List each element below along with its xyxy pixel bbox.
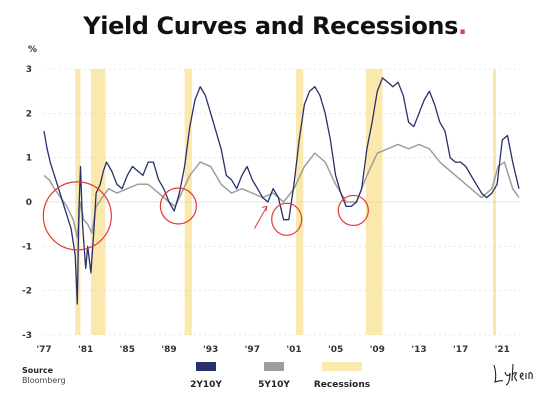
y-tick-label: 3 [26, 65, 32, 75]
source-label: Source [22, 366, 54, 375]
legend-swatch-5Y10Y [264, 362, 284, 371]
x-tick-label: '81 [78, 345, 93, 355]
y-tick-label: 0 [26, 198, 32, 208]
y-tick-label: 1 [26, 154, 32, 164]
x-tick-label: '05 [328, 345, 343, 355]
x-tick-label: '17 [453, 345, 468, 355]
x-tick-label: '77 [36, 345, 51, 355]
annotation-arrow [253, 206, 268, 229]
x-tick-label: '13 [411, 345, 426, 355]
y-tick-label: -3 [22, 331, 32, 341]
chart-title-wrap: Yield Curves and Recessions. [0, 12, 550, 40]
annotation-circle [42, 181, 112, 251]
x-tick-label: '85 [120, 345, 135, 355]
x-tick-label: '97 [245, 345, 260, 355]
lykeion-logo [493, 363, 533, 386]
annotation-circle [159, 187, 197, 225]
legend-label-2Y10Y: 2Y10Y [190, 380, 222, 390]
annotation-circle [337, 194, 369, 227]
chart-title: Yield Curves and Recessions [83, 12, 458, 40]
x-tick-label: '01 [286, 345, 301, 355]
annotation-arrowhead [261, 205, 268, 212]
x-tick-label: '09 [370, 345, 385, 355]
series-line-2y10y [43, 77, 520, 305]
source-value: Bloomberg [22, 376, 66, 385]
legend-label-recessions: Recessions [314, 380, 370, 390]
x-tick-label: '93 [203, 345, 218, 355]
y-tick-label: -2 [22, 287, 32, 297]
title-dot: . [457, 12, 467, 40]
y-tick-label: 2 [26, 109, 32, 119]
x-tick-label: '21 [495, 345, 510, 355]
x-tick-label: '89 [161, 345, 176, 355]
legend-swatch-2Y10Y [196, 362, 216, 371]
legend-label-5Y10Y: 5Y10Y [258, 380, 290, 390]
y-tick-label: -1 [22, 242, 32, 252]
legend-swatch-recessions [322, 362, 362, 371]
annotation-circle [271, 202, 303, 236]
series-line-5y10y [43, 143, 520, 239]
y-axis-label: % [28, 45, 37, 55]
